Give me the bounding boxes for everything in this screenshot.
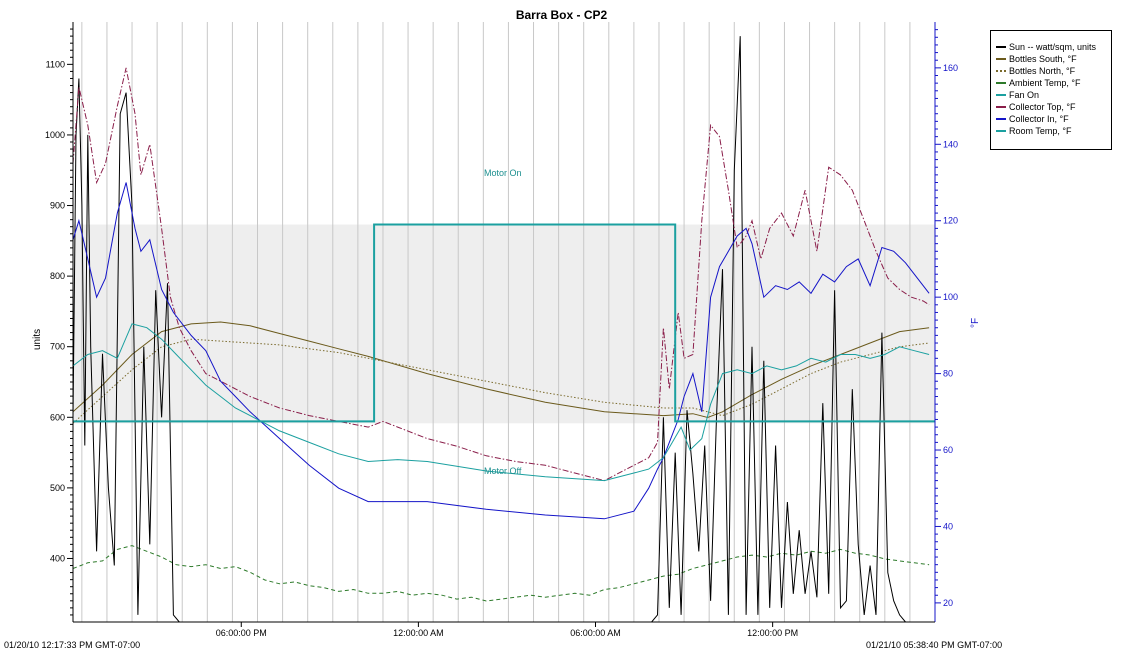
legend-label: Bottles South, °F	[1009, 54, 1077, 64]
legend-item: Bottles North, °F	[996, 65, 1111, 77]
series-collector-top-f	[72, 67, 930, 482]
legend-item: Collector In, °F	[996, 113, 1111, 125]
legend: Sun -- watt/sqm, units Bottles South, °F B…	[990, 30, 1112, 150]
series-layer	[72, 36, 935, 623]
legend-swatch	[996, 46, 1006, 48]
legend-label: Bottles North, °F	[1009, 66, 1076, 76]
y-right-tick-label: 20	[943, 598, 953, 608]
x-tick-label: 06:00:00 AM	[570, 628, 621, 638]
y-left-tick-label: 900	[50, 201, 65, 211]
legend-label: Ambient Temp, °F	[1009, 78, 1081, 88]
motor-off-annotation: Motor Off	[484, 466, 522, 476]
legend-label: Sun -- watt/sqm, units	[1009, 42, 1097, 52]
legend-item: Bottles South, °F	[996, 53, 1111, 65]
legend-item: Fan On	[996, 89, 1111, 101]
y-left-tick-label: 700	[50, 342, 65, 352]
y-left-tick-label: 600	[50, 412, 65, 422]
y-left-tick-label: 500	[50, 483, 65, 493]
series-sun-watt-sqm-units	[72, 36, 930, 623]
legend-swatch	[996, 82, 1006, 84]
legend-swatch	[996, 130, 1006, 132]
y-right-tick-label: 60	[943, 445, 953, 455]
x-tick-label: 12:00:00 AM	[393, 628, 444, 638]
y-right-tick-label: 80	[943, 369, 953, 379]
start-time-label: 01/20/10 12:17:33 PM GMT-07:00	[4, 640, 141, 650]
y-right-tick-label: 40	[943, 521, 953, 531]
legend-label: Fan On	[1009, 90, 1040, 100]
y-right-tick-label: 100	[943, 292, 958, 302]
end-time-label: 01/21/10 05:38:40 PM GMT-07:00	[866, 640, 1003, 650]
legend-label: Collector In, °F	[1009, 114, 1069, 124]
y-right-tick-label: 140	[943, 139, 958, 149]
series-ambient-temp-f	[72, 545, 930, 602]
y-left-tick-label: 1100	[46, 59, 65, 69]
legend-item: Sun -- watt/sqm, units	[996, 41, 1111, 53]
axes-layer: 400 500 600 700 800 900 1000 1100 20 40 60 80 100 120…	[45, 22, 958, 638]
series-room-temp-f	[72, 323, 930, 482]
y-right-tick-label: 160	[943, 63, 958, 73]
x-tick-label: 12:00:00 PM	[747, 628, 798, 638]
x-tick-label: 06:00:00 PM	[216, 628, 267, 638]
fan-band	[73, 224, 935, 424]
motor-on-annotation: Motor On	[484, 168, 522, 178]
legend-swatch	[996, 58, 1006, 60]
legend-item: Ambient Temp, °F	[996, 77, 1111, 89]
y-right-tick-label: 120	[943, 216, 958, 226]
legend-item: Room Temp, °F	[996, 125, 1111, 137]
series-collector-in-f	[72, 182, 930, 520]
series-bottles-south-f	[72, 321, 930, 419]
legend-label: Collector Top, °F	[1009, 102, 1076, 112]
legend-item: Collector Top, °F	[996, 101, 1111, 113]
legend-swatch	[996, 106, 1006, 108]
y-axis-left-title: units	[32, 328, 43, 350]
series-bottles-north-f	[72, 338, 930, 424]
chart-title: Barra Box - CP2	[515, 8, 608, 22]
series-fan-on	[73, 223, 935, 423]
y-left-tick-label: 400	[50, 553, 65, 563]
y-left-tick-label: 1000	[45, 130, 65, 140]
legend-swatch	[996, 118, 1006, 120]
legend-label: Room Temp, °F	[1009, 126, 1072, 136]
y-left-tick-label: 800	[50, 271, 65, 281]
legend-swatch	[996, 70, 1006, 72]
legend-swatch	[996, 94, 1006, 96]
y-axis-right-title: °F	[970, 317, 981, 328]
